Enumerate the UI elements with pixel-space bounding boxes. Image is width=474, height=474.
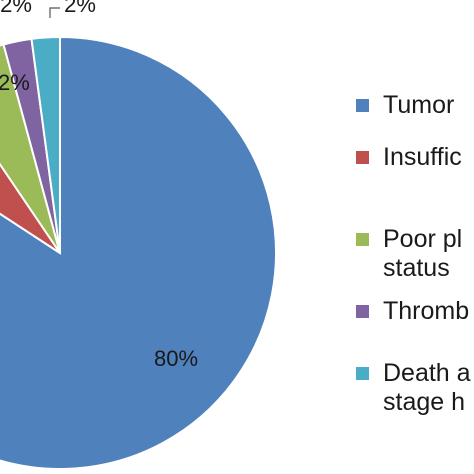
legend-label: Poor pl status [383, 225, 463, 282]
data-label-5: 2% [64, 0, 96, 17]
leader-line [49, 7, 60, 18]
legend-swatch [356, 305, 369, 318]
pie-slice-1 [0, 35, 277, 470]
legend-label: Insuffic [383, 143, 462, 171]
legend-swatch [356, 99, 369, 112]
pie-slice-5 [30, 35, 61, 254]
legend-item-1: Tumor [356, 91, 454, 120]
legend-label: Death a stage h [383, 359, 471, 416]
data-label-1: 80% [154, 346, 198, 371]
legend-label: Thromb [383, 297, 470, 325]
legend-swatch [356, 233, 369, 246]
legend-label: Tumor [383, 91, 455, 119]
legend-item-5: Death a stage h [356, 359, 471, 417]
data-label-4: 2% [0, 0, 32, 17]
legend-item-3: Poor pl status [356, 225, 462, 283]
partial-label-left: 2% [0, 70, 30, 95]
legend-swatch [356, 151, 369, 164]
legend-item-4: Thromb [356, 297, 469, 326]
legend-item-2: Insuffic [356, 143, 462, 172]
legend-swatch [356, 367, 369, 380]
